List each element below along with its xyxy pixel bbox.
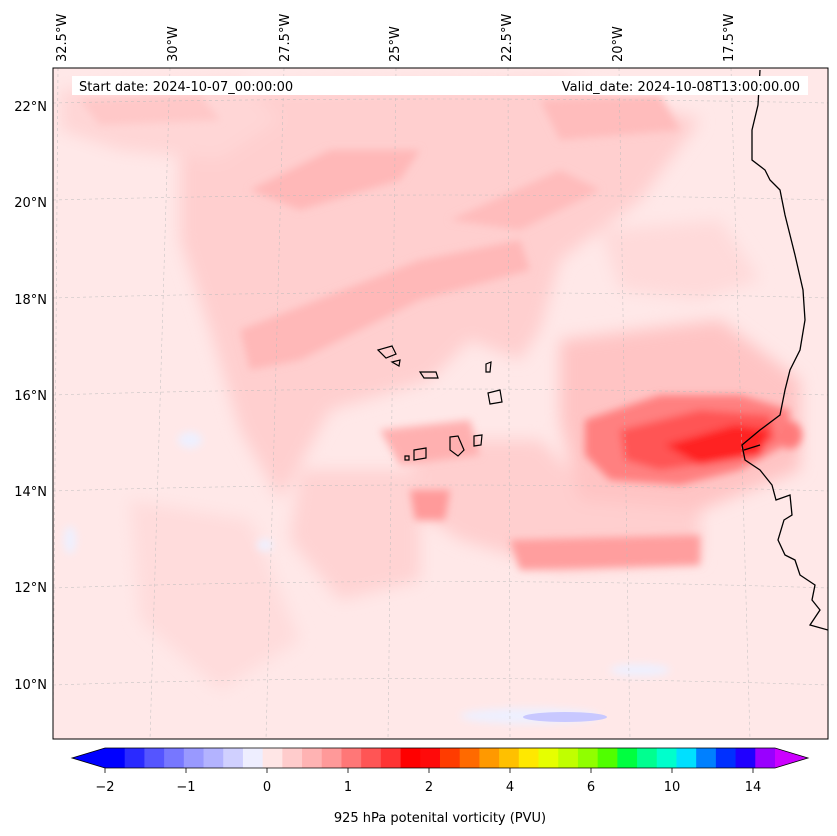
pv-streaks	[80, 95, 700, 570]
colorbar-cell	[380, 748, 402, 768]
colorbar-tick-label: 10	[664, 780, 681, 795]
colorbar-tick-label: −1	[176, 780, 195, 795]
colorbar-cell	[617, 748, 638, 768]
lon-label-30w: 30°W	[166, 26, 181, 62]
colorbar-cell	[696, 748, 717, 768]
colorbar-cell	[479, 748, 500, 768]
colorbar-cell	[538, 748, 559, 768]
cape-verde-islands	[376, 345, 503, 461]
lon-label-17-5w: 17.5°W	[722, 14, 737, 62]
colorbar-tick-label: 2	[425, 780, 433, 795]
colorbar-ticks: −2 −1 0 1 2 4 6 10 14	[95, 768, 761, 795]
lon-label-22-5w: 22.5°W	[500, 14, 515, 62]
lat-label-22n: 22°N	[14, 100, 47, 115]
colorbar-tick-label: 0	[263, 780, 271, 795]
colorbar-cell	[676, 748, 697, 768]
colorbar-cell	[164, 748, 185, 768]
colorbar-cell	[558, 748, 579, 768]
colorbar-cells	[105, 748, 776, 768]
colorbar-cell	[420, 748, 441, 768]
colorbar-label: 925 hPa potenital vorticity (PVU)	[334, 811, 546, 826]
colorbar-cell	[124, 748, 145, 768]
colorbar-tick-label: 6	[587, 780, 595, 795]
colorbar-cell	[144, 748, 165, 768]
colorbar-cell	[341, 748, 362, 768]
pv-field: Start date: 2024-10-07_00:00:00 Valid_da…	[53, 68, 828, 739]
lon-label-27-5w: 27.5°W	[278, 14, 293, 62]
colorbar-cell	[203, 748, 224, 768]
colorbar-cell	[656, 748, 677, 768]
colorbar-cell	[282, 748, 303, 768]
colorbar-cell	[321, 748, 342, 768]
colorbar-cell	[459, 748, 480, 768]
african-coastline	[741, 69, 828, 631]
colorbar-cell	[242, 748, 264, 768]
colorbar-cell	[715, 748, 737, 768]
lat-label-10n: 10°N	[14, 678, 47, 693]
colorbar-cell	[597, 748, 618, 768]
header-band	[72, 76, 808, 95]
colorbar-cell	[302, 748, 323, 768]
lon-label-20w: 20°W	[611, 26, 626, 62]
latitude-labels: 22°N 20°N 18°N 16°N 14°N 12°N 10°N	[14, 100, 47, 693]
start-date-label: Start date: 2024-10-07_00:00:00	[79, 80, 293, 95]
lat-label-20n: 20°N	[14, 196, 47, 211]
lat-label-16n: 16°N	[14, 389, 47, 404]
lat-label-18n: 18°N	[14, 293, 47, 308]
lon-label-32-5w: 32.5°W	[55, 14, 70, 62]
colorbar-tick-label: 1	[344, 780, 352, 795]
colorbar-cell	[440, 748, 461, 768]
colorbar-cell	[262, 748, 283, 768]
lat-label-12n: 12°N	[14, 581, 47, 596]
lat-label-14n: 14°N	[14, 485, 47, 500]
valid-date-label: Valid_date: 2024-10-08T13:00:00.00	[562, 80, 800, 95]
lon-label-25w: 25°W	[388, 26, 403, 62]
colorbar-tick-label: −2	[95, 780, 114, 795]
intense-pv-core	[585, 395, 802, 485]
colorbar-cell	[400, 748, 421, 768]
colorbar-tick-label: 14	[745, 780, 762, 795]
colorbar-cell	[755, 748, 776, 768]
colorbar-cell	[105, 748, 126, 768]
longitude-labels: 32.5°W 30°W 27.5°W 25°W 22.5°W 20°W 17.5…	[55, 14, 737, 62]
colorbar-cell	[637, 748, 658, 768]
negative-pv-strip	[523, 712, 607, 722]
colorbar-cell	[577, 748, 599, 768]
colorbar-cell	[183, 748, 205, 768]
colorbar-cell	[361, 748, 382, 768]
colorbar-cell	[735, 748, 756, 768]
colorbar-tick-label: 4	[506, 780, 514, 795]
colorbar-cell	[223, 748, 244, 768]
colorbar-cell	[499, 748, 520, 768]
graticule	[53, 68, 828, 739]
colorbar-cell	[518, 748, 540, 768]
colorbar-over-arrow	[775, 748, 808, 768]
colorbar: −2 −1 0 1 2 4 6 10 14 925 hPa potenital vorticit…	[70, 747, 810, 826]
colorbar-under-arrow	[72, 748, 105, 768]
map-frame	[52, 67, 829, 740]
